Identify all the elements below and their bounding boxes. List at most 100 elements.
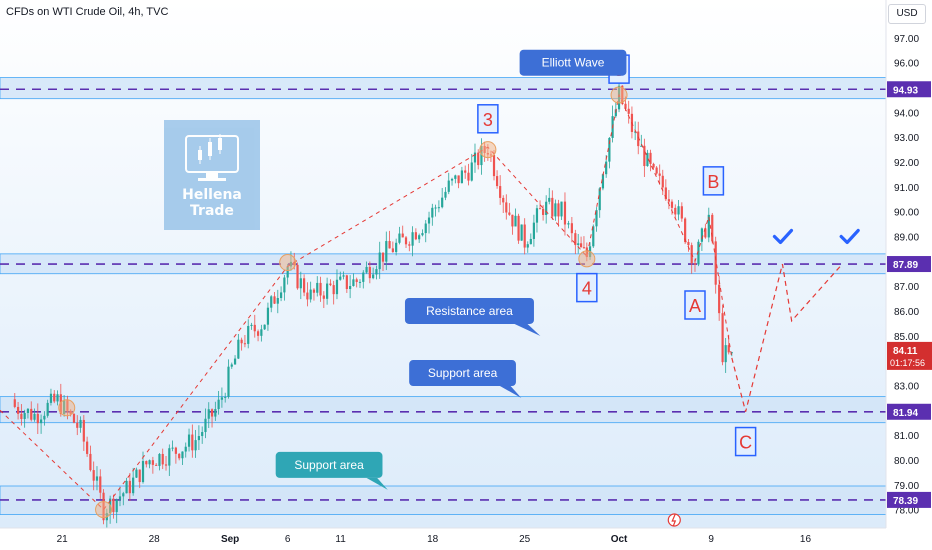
candle-body-114 (388, 241, 391, 249)
candle-body-167 (557, 203, 560, 217)
x-tick-4: 11 (335, 534, 346, 545)
candle-body-198 (655, 167, 658, 174)
candle-body-120 (408, 244, 411, 246)
candle-body-204 (674, 207, 677, 215)
candle-body-80 (276, 298, 279, 304)
candle-body-34 (125, 480, 128, 494)
x-tick-5: 18 (427, 534, 439, 545)
x-axis-panel (0, 528, 932, 550)
callout-2: Support area (409, 360, 522, 399)
candle-body-116 (395, 242, 398, 253)
candle-body-150 (505, 202, 508, 213)
candle-body-193 (640, 145, 643, 147)
candle-body-157 (526, 244, 529, 248)
candle-body-68 (237, 339, 240, 359)
candle-body-32 (118, 496, 122, 500)
candle-body-174 (579, 243, 583, 248)
candle-body-125 (424, 223, 427, 234)
candle-body-2 (20, 413, 23, 419)
candle-body-25 (95, 476, 99, 481)
level-badge-text-3: 78.39 (893, 496, 918, 507)
candle-body-135 (457, 175, 460, 184)
candle-body-160 (535, 208, 539, 223)
y-tick-7: 90.00 (894, 208, 919, 219)
candle-body-211 (697, 241, 700, 265)
y-tick-10: 87.00 (894, 282, 919, 293)
candle-body-47 (168, 448, 171, 466)
y-tick-14: 83.00 (894, 381, 919, 392)
wave-label-3: A (689, 296, 701, 316)
candle-body-109 (372, 274, 375, 279)
candle-body-141 (477, 152, 480, 166)
y-tick-16: 81.00 (894, 431, 919, 442)
x-tick-7: Oct (611, 534, 628, 545)
candle-body-45 (161, 453, 164, 465)
candle-body-77 (266, 307, 270, 325)
candle-body-53 (187, 434, 191, 447)
candle-body-64 (224, 396, 227, 398)
x-tick-3: 6 (285, 534, 291, 545)
candle-body-137 (464, 170, 467, 173)
x-tick-2: Sep (221, 534, 239, 545)
candle-body-96 (329, 283, 332, 286)
candle-body-110 (375, 269, 378, 275)
candle-body-43 (155, 464, 158, 466)
candle-body-169 (563, 201, 567, 225)
candle-body-50 (178, 453, 181, 459)
candle-body-69 (240, 339, 243, 344)
candle-body-102 (349, 286, 352, 290)
candle-body-105 (358, 281, 362, 283)
candle-body-38 (138, 469, 141, 483)
candle-body-124 (421, 233, 424, 236)
candle-body-6 (33, 413, 36, 420)
zone-0 (0, 77, 887, 100)
wave-label-4: B (707, 172, 719, 192)
y-tick-3: 94.00 (894, 108, 919, 119)
candle-body-65 (227, 366, 230, 397)
candle-body-106 (362, 272, 365, 282)
candle-body-195 (646, 152, 649, 167)
candle-body-5 (30, 408, 33, 420)
currency-selector[interactable]: USD (888, 4, 926, 24)
candle-body-100 (342, 275, 345, 277)
candle-body-39 (141, 461, 145, 483)
candle-body-188 (624, 103, 627, 109)
x-tick-0: 21 (57, 534, 69, 545)
candle-body-10 (46, 402, 49, 416)
wave-label-box-5 (734, 426, 757, 457)
candle-body-205 (677, 206, 680, 215)
candle-body-216 (714, 241, 717, 285)
level-badge-text-2: 81.94 (893, 408, 918, 419)
candle-body-82 (283, 277, 286, 293)
candle-body-11 (49, 393, 53, 403)
hellena-trade-logo: Hellena Trade (164, 120, 260, 230)
zone-2 (0, 396, 887, 424)
candle-body-118 (401, 233, 404, 238)
wave-label-0: 3 (483, 110, 493, 130)
last-price-text: 84.11 (893, 346, 918, 357)
candle-body-133 (450, 178, 454, 181)
y-tick-18: 79.00 (894, 481, 919, 492)
candle-body-165 (551, 197, 554, 217)
candle-body-217 (718, 284, 721, 314)
candle-body-72 (250, 324, 253, 326)
candle-body-41 (148, 460, 151, 465)
candle-body-21 (82, 419, 85, 442)
candle-body-197 (652, 163, 655, 168)
candle-body-213 (704, 228, 707, 238)
candle-body-129 (437, 207, 440, 209)
candle-body-49 (174, 447, 177, 454)
candle-body-55 (194, 440, 197, 451)
candle-body-26 (99, 476, 102, 493)
wave-label-box-2 (576, 272, 598, 303)
y-tick-12: 85.00 (894, 332, 919, 343)
candle-body-128 (434, 207, 437, 209)
candle-body-136 (460, 170, 464, 184)
candle-body-146 (492, 155, 496, 177)
candle-body-127 (431, 207, 434, 218)
candle-body-37 (135, 469, 138, 478)
candle-body-179 (595, 210, 598, 227)
candle-body-171 (570, 223, 573, 234)
x-tick-6: 25 (519, 534, 531, 545)
